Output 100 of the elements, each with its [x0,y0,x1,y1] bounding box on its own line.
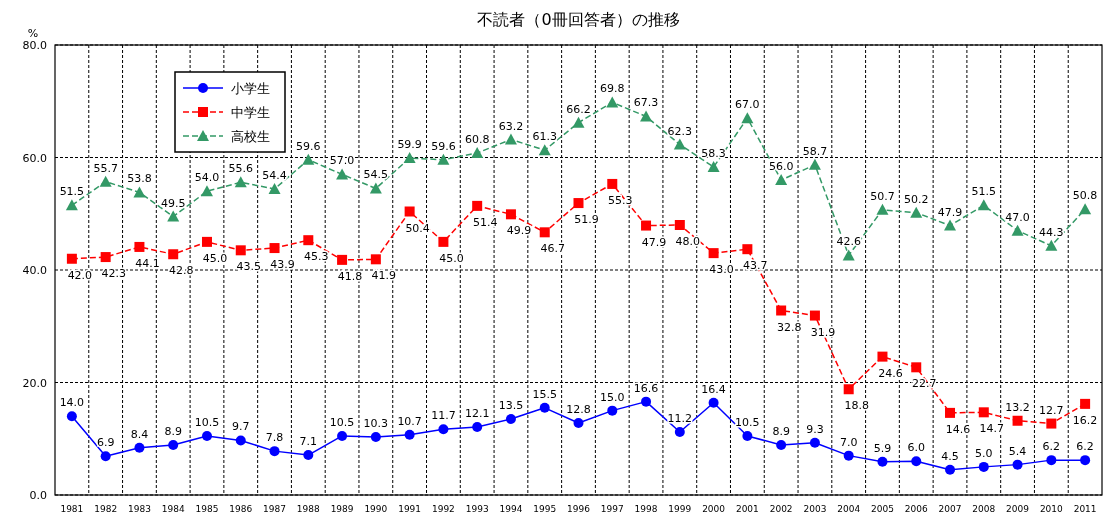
point [742,430,753,441]
point [235,245,246,256]
point [539,227,550,238]
point [641,396,652,407]
data-label: 32.8 [776,320,802,334]
x-tick-label: 1997 [600,504,624,514]
data-label: 46.7 [540,242,565,256]
chart-title: 不読者（0冊回答者）の推移 [477,10,680,29]
x-tick-label: 1981 [60,504,84,514]
data-label: 8.4 [130,427,149,441]
point [303,450,314,461]
point [404,206,415,217]
data-label: 67.3 [633,96,659,110]
point [606,96,619,108]
data-label: 6.0 [907,441,925,455]
data-label: 43.9 [270,258,295,272]
point [268,183,281,194]
x-tick-label: 1989 [330,504,354,514]
point [978,461,989,472]
point [877,351,888,362]
point [607,178,618,189]
data-label: 42.8 [168,264,194,278]
data-label: 7.1 [299,435,318,449]
data-label: 58.7 [802,144,828,158]
point [201,430,212,441]
data-label: 13.2 [1005,400,1030,414]
data-label: 42.6 [836,235,861,249]
point [404,429,415,440]
data-label: 59.6 [296,139,321,153]
point [911,362,922,373]
data-label: 55.7 [93,161,118,175]
x-tick-label: 1991 [398,504,422,514]
point [99,175,112,187]
data-label: 6.2 [1042,440,1061,454]
data-label: 42.3 [101,267,126,281]
point [167,210,180,222]
data-label: 50.2 [903,192,929,206]
point [337,254,348,265]
x-tick-label: 1992 [431,504,455,514]
point [403,152,416,164]
data-label: 50.8 [1072,189,1098,203]
data-label: 41.8 [337,269,363,283]
point [1012,459,1023,470]
data-label: 51.4 [472,215,498,229]
point [945,464,956,475]
data-label: 12.1 [464,406,490,420]
point [201,236,212,247]
x-tick-label: 2008 [972,504,996,514]
point [808,158,821,170]
data-label: 47.9 [937,205,963,219]
point [336,168,349,180]
point [505,414,516,425]
point [1080,455,1091,466]
data-label: 67.0 [735,98,760,112]
x-tick-label: 1987 [263,504,286,514]
point [200,185,213,197]
legend-label: 小学生 [231,81,270,96]
point [877,456,888,467]
data-label: 69.8 [600,82,625,96]
point [65,199,78,211]
data-label: 14.7 [979,422,1005,436]
y-tick-label: 0.0 [29,489,47,502]
data-label: 55.3 [608,193,633,207]
point [707,161,720,173]
data-label: 47.9 [641,235,667,249]
x-tick-label: 1985 [195,504,219,514]
data-label: 53.8 [127,172,152,186]
point [776,439,787,450]
x-tick-label: 2003 [803,504,827,514]
data-label: 5.9 [873,441,892,455]
data-label: 48.0 [675,235,701,248]
point [66,253,77,264]
point [438,236,449,247]
point [1046,455,1057,466]
x-tick-label: 1996 [567,504,591,514]
x-tick-label: 2004 [837,504,861,514]
y-tick-label: 40.0 [22,264,47,277]
point [370,254,381,265]
point [809,310,820,321]
data-label: 44.3 [1039,225,1064,239]
point [472,200,483,211]
x-tick-label: 1984 [161,504,185,514]
data-label: 10.3 [363,417,389,431]
y-tick-label: 60.0 [22,151,47,165]
x-tick-label: 2009 [1006,504,1030,514]
data-label: 16.2 [1072,413,1098,427]
point [437,153,450,165]
point [876,203,889,215]
data-label: 50.7 [870,189,895,203]
x-tick-label: 2006 [904,504,928,514]
data-label: 50.4 [405,221,430,235]
data-label: 6.9 [96,436,115,450]
y-axis-title: % [27,27,39,40]
point [775,174,788,185]
point [1011,224,1024,236]
point [438,424,449,435]
data-label: 13.5 [498,399,524,413]
data-label: 10.5 [735,415,760,429]
point [607,405,618,416]
data-label: 43.7 [743,259,768,273]
